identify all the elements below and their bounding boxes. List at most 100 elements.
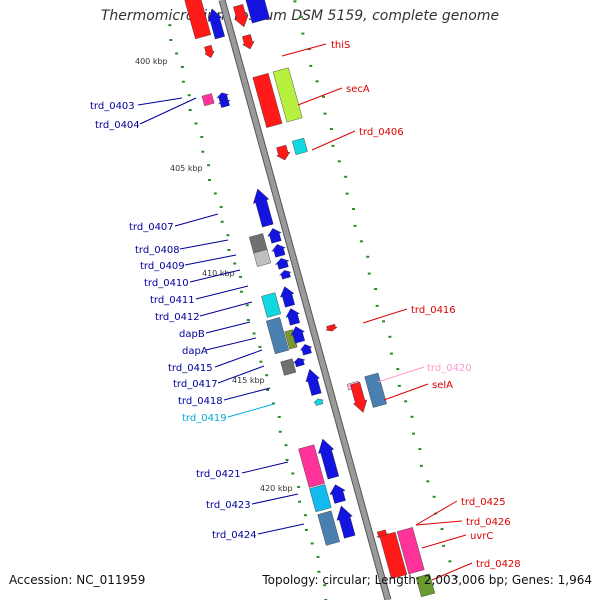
tick-label-400kbp: 400 kbp xyxy=(135,57,168,66)
gene-label-uvrC[interactable]: uvrC xyxy=(470,531,493,542)
gc-dot xyxy=(410,415,414,418)
gc-dot xyxy=(324,598,328,600)
label-leader-line xyxy=(383,383,429,401)
gc-dot xyxy=(245,304,249,307)
gene-label-trd_0415[interactable]: trd_0415 xyxy=(168,363,213,374)
label-leader-line xyxy=(214,349,263,368)
gene-label-trd_0409[interactable]: trd_0409 xyxy=(140,261,185,272)
accession-text: Accession: NC_011959 xyxy=(9,573,146,587)
gc-dot xyxy=(366,255,370,258)
gene-label-trd_0403[interactable]: trd_0403 xyxy=(90,101,135,112)
label-leader-line xyxy=(174,213,219,227)
gene-feature-trd_0417 xyxy=(280,358,297,376)
gc-dot xyxy=(291,472,295,475)
label-leader-line xyxy=(281,43,327,57)
label-leader-line xyxy=(415,520,463,526)
gc-dot xyxy=(252,332,256,335)
gc-dot xyxy=(331,144,335,147)
gc-dot xyxy=(297,485,301,488)
gene-feature-lime xyxy=(272,67,303,123)
gene-feature-trd_0416 xyxy=(325,323,338,332)
gc-dot xyxy=(315,80,319,83)
tick-label-415kbp: 415 kbp xyxy=(232,376,265,385)
tick-label-410kbp: 410 kbp xyxy=(202,269,235,278)
gc-dot xyxy=(303,514,307,517)
gc-dot xyxy=(299,15,303,18)
gene-feature-trd_0418 xyxy=(305,368,322,396)
gene-label-trd_0418[interactable]: trd_0418 xyxy=(178,396,223,407)
gene-feature-trd_0410 xyxy=(271,244,286,258)
gc-dot xyxy=(329,128,333,131)
gc-dot xyxy=(353,224,357,227)
gc-dot xyxy=(169,38,173,41)
gene-label-trd_0410[interactable]: trd_0410 xyxy=(144,278,189,289)
gc-dot xyxy=(201,150,205,153)
gc-dot xyxy=(301,32,305,35)
gene-label-trd_0404[interactable]: trd_0404 xyxy=(95,120,140,131)
gene-label-dapA[interactable]: dapA xyxy=(182,346,208,357)
gene-label-trd_0423[interactable]: trd_0423 xyxy=(206,500,251,511)
gc-dot xyxy=(194,122,198,125)
gc-dot xyxy=(227,248,231,251)
label-leader-line xyxy=(223,387,271,401)
label-leader-line xyxy=(362,308,408,324)
gc-dot xyxy=(181,80,185,83)
gene-label-trd_0419[interactable]: trd_0419 xyxy=(182,413,227,424)
label-leader-line xyxy=(421,534,467,549)
gene-label-trd_0425[interactable]: trd_0425 xyxy=(461,497,506,508)
gc-dot xyxy=(375,304,379,307)
gc-dot xyxy=(404,400,408,403)
gc-dot xyxy=(397,384,401,387)
gc-dot xyxy=(259,360,263,363)
gc-dot xyxy=(418,448,422,451)
gc-dot xyxy=(337,160,341,163)
gene-feature-uvrC xyxy=(396,527,425,575)
gene-label-trd_0420[interactable]: trd_0420 xyxy=(427,363,472,374)
gc-dot xyxy=(277,415,281,418)
gc-dot xyxy=(180,65,184,68)
gc-dot xyxy=(309,64,313,67)
gene-feature-arrow xyxy=(217,98,231,108)
gc-dot xyxy=(258,345,262,348)
gene-label-secA[interactable]: secA xyxy=(346,84,370,95)
label-leader-line xyxy=(227,403,275,418)
gc-dot xyxy=(304,528,308,531)
gene-label-thiS[interactable]: thiS xyxy=(331,40,350,51)
tick-label-405kbp: 405 kbp xyxy=(170,164,203,173)
label-leader-line xyxy=(137,97,183,106)
gene-feature-arrow xyxy=(290,326,305,344)
gc-dot xyxy=(187,94,191,97)
label-leader-line xyxy=(217,365,265,384)
label-leader-line xyxy=(415,500,458,526)
gene-label-trd_0426[interactable]: trd_0426 xyxy=(466,517,511,528)
gc-dot xyxy=(175,52,179,55)
gene-label-trd_0417[interactable]: trd_0417 xyxy=(173,379,218,390)
gene-label-dapB[interactable]: dapB xyxy=(179,329,205,340)
gene-label-trd_0428[interactable]: trd_0428 xyxy=(476,559,521,570)
gc-dot xyxy=(208,178,212,181)
gene-feature-arrow xyxy=(292,357,306,368)
gene-feature-trd_0403 xyxy=(201,93,215,107)
gc-content-ring xyxy=(168,0,458,600)
gene-label-trd_0416[interactable]: trd_0416 xyxy=(411,305,456,316)
gene-features xyxy=(184,0,436,598)
gene-label-trd_0408[interactable]: trd_0408 xyxy=(135,245,180,256)
gene-label-trd_0424[interactable]: trd_0424 xyxy=(212,530,257,541)
gene-feature-trd_0406 xyxy=(275,144,291,161)
genome-summary-text: Topology: circular; Length: 2,003,006 bp… xyxy=(262,573,592,587)
gc-dot xyxy=(220,220,224,223)
gene-label-selA[interactable]: selA xyxy=(432,380,453,391)
gene-feature-arrow xyxy=(285,308,301,326)
gene-label-trd_0412[interactable]: trd_0412 xyxy=(155,312,200,323)
gene-label-trd_0406[interactable]: trd_0406 xyxy=(359,127,404,138)
gene-feature-thiS xyxy=(233,4,249,28)
gene-label-trd_0421[interactable]: trd_0421 xyxy=(196,469,241,480)
gene-feature-arrow xyxy=(207,8,225,40)
gene-label-trd_0407[interactable]: trd_0407 xyxy=(129,222,174,233)
gc-dot xyxy=(323,584,327,587)
gene-label-trd_0411[interactable]: trd_0411 xyxy=(150,295,195,306)
gene-feature-trd_0428 xyxy=(415,573,436,598)
gc-dot xyxy=(317,570,321,573)
